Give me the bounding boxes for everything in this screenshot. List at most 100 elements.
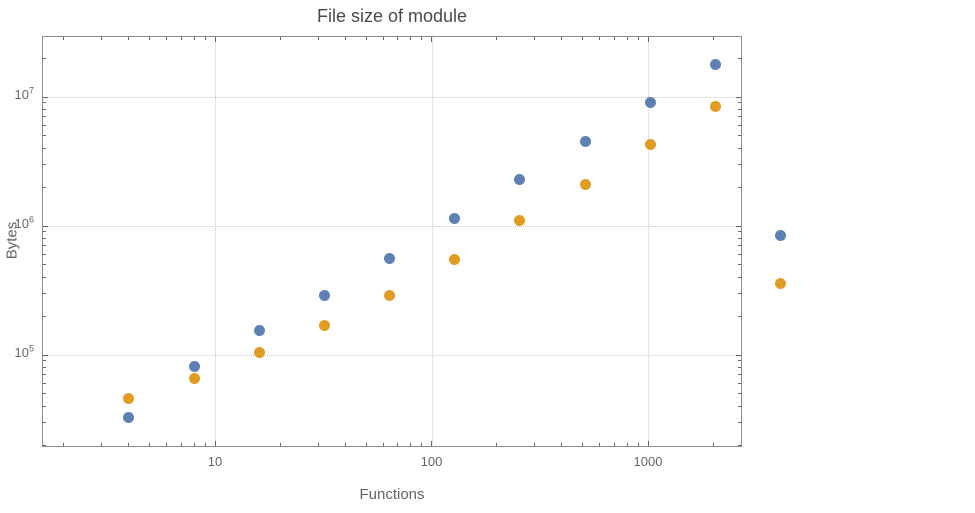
tick-mark xyxy=(344,443,346,446)
tick-mark xyxy=(421,37,423,40)
tick-mark xyxy=(166,443,168,446)
tick-mark xyxy=(738,292,741,294)
tick-mark xyxy=(534,443,536,446)
tick-mark xyxy=(561,443,563,446)
tick-mark xyxy=(736,225,741,227)
data-point-blue xyxy=(188,360,200,372)
tick-mark xyxy=(317,443,319,446)
tick-mark xyxy=(180,443,182,446)
tick-mark xyxy=(410,37,412,40)
tick-mark xyxy=(637,443,639,446)
tick-mark xyxy=(193,443,195,446)
tick-mark xyxy=(149,37,151,40)
tick-mark xyxy=(738,125,741,127)
chart-title: File size of module xyxy=(316,6,468,26)
gridline-vertical xyxy=(648,36,649,447)
tick-mark xyxy=(738,57,741,59)
tick-mark xyxy=(738,231,741,233)
tick-mark xyxy=(128,443,130,446)
tick-mark xyxy=(279,37,281,40)
gridline-vertical xyxy=(431,36,433,447)
tick-mark xyxy=(738,393,741,395)
data-point-orange xyxy=(775,277,787,289)
tick-mark xyxy=(738,135,741,137)
tick-mark xyxy=(738,276,741,278)
tick-mark xyxy=(43,367,46,368)
tick-mark xyxy=(43,109,46,110)
tick-mark xyxy=(43,125,46,127)
tick-mark xyxy=(43,393,46,395)
tick-mark xyxy=(43,245,46,247)
data-point-blue xyxy=(644,97,656,109)
tick-mark xyxy=(101,37,103,40)
tick-mark xyxy=(421,443,423,446)
tick-mark xyxy=(43,96,48,98)
tick-mark xyxy=(214,441,216,446)
tick-mark xyxy=(647,37,649,42)
tick-mark xyxy=(738,245,741,247)
x-tick-label: 1000 xyxy=(633,454,663,469)
tick-mark xyxy=(738,421,741,423)
data-point-orange xyxy=(384,289,396,301)
tick-mark xyxy=(738,238,741,239)
tick-mark xyxy=(582,443,584,446)
data-point-blue xyxy=(775,229,787,241)
tick-mark xyxy=(712,443,714,446)
tick-mark xyxy=(43,276,46,278)
tick-mark xyxy=(496,443,498,446)
data-point-orange xyxy=(709,100,721,112)
tick-mark xyxy=(397,37,399,40)
data-point-blue xyxy=(579,136,591,148)
tick-mark xyxy=(43,231,46,233)
tick-mark xyxy=(43,360,46,362)
data-point-orange xyxy=(514,215,526,227)
tick-mark xyxy=(613,443,615,446)
tick-mark xyxy=(193,37,195,40)
tick-mark xyxy=(738,116,741,118)
tick-mark xyxy=(101,443,103,446)
tick-mark xyxy=(410,443,412,446)
gridline-vertical xyxy=(215,36,216,447)
tick-mark xyxy=(738,315,741,317)
data-point-orange xyxy=(253,346,265,358)
tick-mark xyxy=(166,37,168,40)
tick-mark xyxy=(431,441,432,446)
tick-mark xyxy=(43,374,46,376)
x-tick-label: 10 xyxy=(207,454,223,469)
tick-mark xyxy=(613,37,615,40)
data-point-orange xyxy=(449,253,461,265)
tick-mark xyxy=(43,135,46,137)
data-point-blue xyxy=(709,58,721,70)
tick-mark xyxy=(736,354,741,356)
gridline-horizontal xyxy=(42,97,742,98)
tick-mark xyxy=(738,444,741,446)
data-point-orange xyxy=(644,138,656,150)
tick-mark xyxy=(43,102,46,104)
tick-mark xyxy=(365,443,367,446)
x-tick-label: 100 xyxy=(420,454,443,469)
x-axis-label: Functions xyxy=(359,486,425,503)
tick-mark xyxy=(712,37,714,40)
tick-mark xyxy=(63,443,65,446)
tick-mark xyxy=(43,147,46,149)
y-tick-label: 107 xyxy=(14,85,34,102)
tick-mark xyxy=(647,441,649,446)
tick-mark xyxy=(63,37,65,40)
data-point-orange xyxy=(579,178,591,190)
tick-mark xyxy=(43,186,46,188)
data-point-blue xyxy=(514,173,526,185)
tick-mark xyxy=(43,57,46,59)
gridline-layer xyxy=(42,36,742,447)
data-point-orange xyxy=(188,372,200,384)
y-tick-label: 105 xyxy=(14,343,34,360)
tick-mark xyxy=(738,383,741,385)
tick-mark xyxy=(43,444,46,446)
plot-frame xyxy=(42,36,742,447)
y-axis-label: Bytes xyxy=(3,221,21,260)
tick-mark xyxy=(279,443,281,446)
tick-mark xyxy=(43,116,46,118)
tick-mark xyxy=(43,163,46,165)
tick-mark xyxy=(397,443,399,446)
tick-mark xyxy=(738,405,741,407)
